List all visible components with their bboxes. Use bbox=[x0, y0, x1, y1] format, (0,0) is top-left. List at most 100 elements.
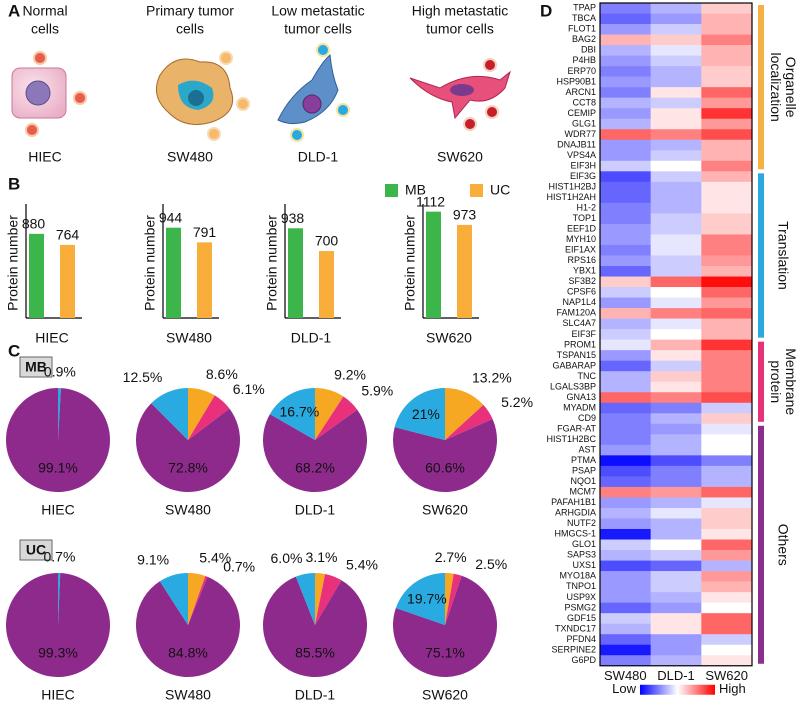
group-bar bbox=[758, 425, 764, 664]
heatmap-cell bbox=[701, 150, 753, 162]
heatmap-cell bbox=[701, 3, 753, 14]
heatmap-cell bbox=[701, 139, 753, 151]
group-bar bbox=[758, 5, 764, 170]
gene-label: TXNDC17 bbox=[555, 623, 596, 633]
colorbar-label: Low bbox=[612, 681, 636, 696]
heatmap-cell bbox=[600, 581, 651, 593]
heatmap-cell bbox=[650, 287, 702, 298]
gene-label: PFDN4 bbox=[566, 634, 596, 644]
heatmap-cell bbox=[701, 613, 753, 624]
pie-name: DLD-1 bbox=[295, 502, 336, 518]
value-label: 764 bbox=[56, 227, 80, 243]
heatmap-cell bbox=[701, 223, 753, 235]
gene-label: HIST1H2BC bbox=[546, 434, 596, 444]
heatmap-cell bbox=[600, 465, 651, 477]
heatmap-cell bbox=[650, 13, 702, 25]
gene-label: HMGCS-1 bbox=[554, 529, 596, 539]
gene-label: EIF3G bbox=[570, 171, 596, 181]
legend-label: UC bbox=[490, 182, 510, 198]
gene-label: HSP90B1 bbox=[556, 76, 596, 86]
heatmap-cell bbox=[701, 244, 753, 256]
heatmap-cell bbox=[701, 45, 753, 56]
heatmap-cell bbox=[600, 45, 651, 56]
heatmap-cell bbox=[701, 592, 753, 603]
gene-label: EIF3F bbox=[571, 329, 596, 339]
value-label: 84.8% bbox=[168, 644, 208, 660]
heatmap-cell bbox=[650, 276, 702, 288]
gene-label: EIF1AX bbox=[565, 245, 596, 255]
heatmap-cell bbox=[600, 87, 651, 98]
heatmap-cell bbox=[650, 444, 702, 456]
gene-label: NAP1L4 bbox=[562, 297, 596, 307]
gene-label: NQO1 bbox=[570, 476, 596, 486]
cell-line-name: SW620 bbox=[437, 149, 483, 165]
value-label: 880 bbox=[22, 216, 46, 232]
heatmap-cell bbox=[701, 581, 753, 593]
heatmap-cell bbox=[600, 507, 651, 519]
heatmap-cell bbox=[650, 34, 702, 46]
cell-line-name: DLD-1 bbox=[298, 149, 339, 165]
heatmap-cell bbox=[650, 381, 702, 393]
cell-line-name: HIEC bbox=[28, 149, 61, 165]
pie-slice bbox=[136, 576, 241, 678]
gene-label: MYADM bbox=[563, 402, 596, 412]
gene-label: RPS16 bbox=[567, 255, 596, 265]
gene-label: TNPO1 bbox=[566, 581, 596, 591]
value-label: 99.1% bbox=[38, 459, 78, 475]
pie-slice bbox=[445, 573, 454, 625]
value-label: 5.4% bbox=[199, 550, 231, 566]
pie-slice bbox=[315, 396, 358, 440]
heatmap-cell bbox=[701, 476, 753, 488]
gene-label: NUTF2 bbox=[567, 518, 596, 528]
cell-title: Primary tumor bbox=[146, 3, 234, 19]
heatmap-cell bbox=[600, 297, 651, 309]
heatmap-cell bbox=[701, 402, 753, 414]
gene-label: PROM1 bbox=[564, 339, 596, 349]
gene-label: MYH10 bbox=[566, 234, 596, 244]
heatmap-cell bbox=[600, 476, 651, 488]
colorbar bbox=[640, 684, 715, 695]
pie-name: SW480 bbox=[165, 687, 211, 703]
value-label: 0.9% bbox=[44, 364, 76, 380]
value-label: 1112 bbox=[416, 193, 445, 209]
heatmap-cell bbox=[600, 360, 651, 372]
heatmap-cell bbox=[650, 171, 702, 183]
heatmap-cell bbox=[650, 129, 702, 141]
value-label: 791 bbox=[193, 224, 217, 240]
group-box bbox=[19, 539, 53, 561]
heatmap-cell bbox=[650, 55, 702, 67]
cell-title: tumor cells bbox=[284, 21, 352, 37]
cell-title: cells bbox=[31, 21, 59, 37]
heatmap-cell bbox=[600, 602, 651, 614]
pie-slice bbox=[5, 388, 110, 493]
value-label: 21% bbox=[412, 406, 440, 422]
panel-label: A bbox=[8, 1, 20, 20]
heatmap-cell bbox=[650, 76, 702, 88]
pie-slice bbox=[58, 388, 61, 440]
heatmap-cell bbox=[600, 118, 651, 130]
gene-label: CCT8 bbox=[572, 97, 596, 107]
value-label: 938 bbox=[281, 210, 305, 226]
pie-slice bbox=[263, 576, 367, 678]
gene-label: FAM120A bbox=[556, 308, 596, 318]
gene-label: P4HB bbox=[572, 55, 596, 65]
heatmap-cell bbox=[701, 13, 753, 25]
heatmap-cell bbox=[701, 571, 753, 582]
gene-label: BAG2 bbox=[572, 34, 596, 44]
bar bbox=[60, 244, 75, 318]
heatmap-cell bbox=[701, 287, 753, 298]
cell-title: High metastatic bbox=[412, 3, 508, 19]
heatmap-cell bbox=[600, 539, 651, 551]
group-label: protein bbox=[768, 360, 784, 403]
value-label: 9.1% bbox=[137, 551, 169, 567]
heatmap-cell bbox=[701, 655, 753, 667]
heatmap-cell bbox=[600, 486, 651, 498]
gene-label: PAFAH1B1 bbox=[551, 497, 596, 507]
heatmap-cell bbox=[650, 139, 702, 151]
bar bbox=[197, 242, 212, 318]
gene-label: GNA13 bbox=[566, 392, 596, 402]
gene-label: PTMA bbox=[571, 455, 596, 465]
heatmap-cell bbox=[600, 139, 651, 151]
group-label: Membrane bbox=[783, 348, 799, 415]
value-label: 5.9% bbox=[361, 382, 393, 398]
